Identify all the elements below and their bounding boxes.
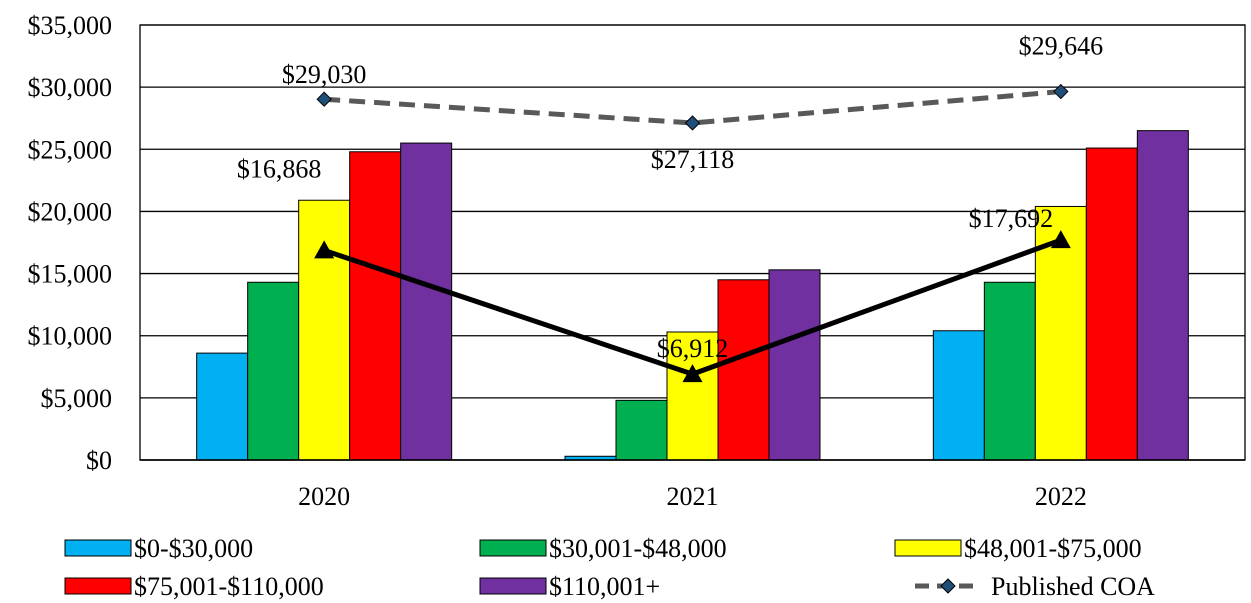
data-label: $29,030 — [282, 60, 367, 89]
legend-label: Published COA — [991, 572, 1155, 601]
data-label: $16,868 — [237, 154, 322, 183]
legend-swatch — [479, 577, 547, 595]
bar — [349, 151, 402, 461]
y-tick-label: $5,000 — [41, 384, 113, 413]
y-tick-label: $10,000 — [28, 322, 113, 351]
triangle-marker — [682, 364, 703, 383]
bar — [768, 269, 821, 461]
legend: $0-$30,000 $30,001-$48,000 $48,001-$75,000… — [64, 534, 1155, 601]
bar — [717, 279, 770, 461]
y-tick-label: $35,000 — [28, 11, 113, 40]
data-labels: $29,030 $27,118 $29,646 $16,868 $6,912 $17,69… — [237, 32, 1103, 364]
legend-swatch — [64, 577, 132, 595]
triangle-marker — [1050, 230, 1071, 249]
y-tick-label: $25,000 — [28, 135, 113, 164]
line-series-group — [314, 83, 1071, 383]
bar-group — [196, 130, 1189, 461]
bar — [247, 281, 300, 461]
legend-swatch — [479, 539, 547, 557]
y-tick-label: $30,000 — [28, 73, 113, 102]
axes: $0 $5,000 $10,000 $15,000 $20,000 $25,000 $30,… — [28, 11, 1246, 511]
bar — [983, 281, 1036, 461]
published-coa-line — [324, 89, 1062, 126]
bar — [615, 399, 668, 461]
data-label: $27,118 — [651, 145, 735, 174]
legend-swatch — [894, 539, 962, 557]
y-tick-label: $0 — [86, 446, 112, 475]
y-tick-label: $15,000 — [28, 260, 113, 289]
data-label: $29,646 — [1019, 32, 1104, 61]
bar — [1136, 130, 1189, 461]
bar — [196, 352, 249, 461]
legend-label: $0-$30,000 — [134, 534, 253, 563]
bar — [298, 199, 351, 461]
legend-label: $48,001-$75,000 — [964, 534, 1142, 563]
bar — [400, 142, 453, 461]
bar — [932, 330, 985, 461]
legend-diamond-marker — [940, 578, 956, 594]
x-tick-label: 2021 — [667, 482, 719, 511]
bar — [1085, 147, 1138, 461]
legend-swatch — [64, 539, 132, 557]
diamond-marker — [1053, 83, 1069, 100]
diamond-marker — [684, 115, 701, 131]
diamond-marker — [316, 91, 332, 107]
y-tick-label: $20,000 — [28, 197, 113, 226]
data-label: $17,692 — [969, 204, 1054, 233]
x-tick-label: 2020 — [298, 482, 350, 511]
triangle-marker — [314, 240, 335, 259]
legend-label: $110,001+ — [549, 572, 660, 601]
x-tick-label: 2022 — [1035, 482, 1087, 511]
data-label: $6,912 — [657, 334, 729, 363]
legend-label: $30,001-$48,000 — [549, 534, 727, 563]
legend-label: $75,001-$110,000 — [134, 572, 324, 601]
